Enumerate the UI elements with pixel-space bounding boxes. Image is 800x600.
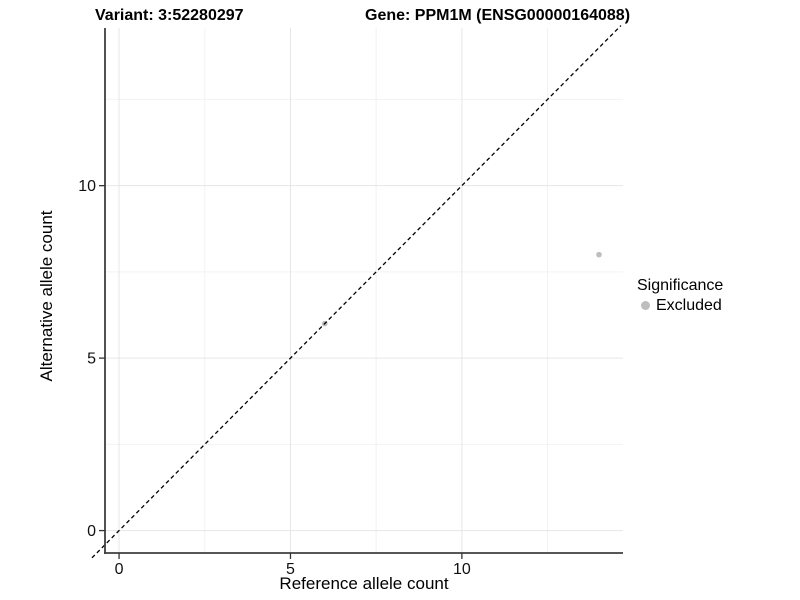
x-tick-label: 10 (453, 561, 471, 578)
y-tick-label: 10 (78, 178, 96, 195)
gene-title: Gene: PPM1M (ENSG00000164088) (365, 7, 631, 24)
y-tick-label: 0 (87, 523, 96, 540)
x-axis-title: Reference allele count (279, 574, 449, 593)
legend-item-label: Excluded (656, 297, 722, 314)
legend: Significance Excluded (637, 276, 723, 315)
x-tick-label: 5 (286, 561, 295, 578)
y-tick-label: 5 (87, 351, 96, 368)
excluded-point-swatch (641, 301, 650, 310)
y-axis-title: Alternative allele count (37, 210, 56, 382)
data-point (596, 251, 602, 258)
x-tick-label: 0 (115, 561, 124, 578)
legend-item-excluded: Excluded (637, 296, 723, 315)
legend-title: Significance (637, 277, 724, 294)
variant-title: Variant: 3:52280297 (95, 7, 244, 24)
identity-line (91, 25, 622, 559)
